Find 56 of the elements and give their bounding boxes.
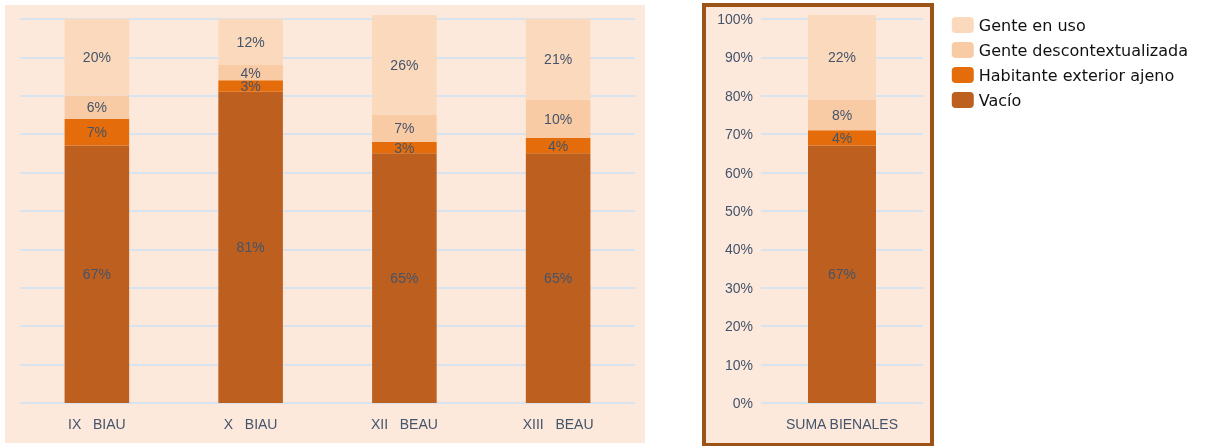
bar bbox=[218, 18, 283, 65]
data-label: 7% bbox=[86, 124, 107, 141]
data-label: 8% bbox=[831, 106, 853, 123]
data-label: 26% bbox=[390, 56, 419, 73]
x-tick-label: XII BEAU bbox=[370, 416, 438, 432]
y-tick-label: 20% bbox=[724, 318, 753, 335]
bar bbox=[64, 118, 130, 146]
bar bbox=[64, 18, 130, 96]
y-tick-label: 30% bbox=[724, 279, 753, 296]
data-label: 81% bbox=[236, 239, 265, 256]
data-label: 22% bbox=[827, 49, 857, 66]
data-label: 21% bbox=[544, 51, 573, 68]
data-label: 6% bbox=[86, 99, 107, 116]
y-tick-label: 80% bbox=[724, 87, 753, 104]
bar bbox=[372, 114, 437, 142]
data-label: 12% bbox=[236, 33, 265, 50]
bar bbox=[64, 145, 130, 403]
bar bbox=[218, 91, 283, 403]
bar bbox=[64, 95, 130, 119]
y-tick-label: 100% bbox=[717, 10, 753, 27]
x-tick-label: X BIAU bbox=[223, 416, 278, 432]
x-tick-label: XIII BEAU bbox=[522, 416, 594, 432]
data-label: 4% bbox=[831, 129, 853, 146]
data-label: 10% bbox=[544, 110, 573, 127]
y-tick-label: 70% bbox=[724, 126, 753, 143]
x-tick-label: IX BIAU bbox=[68, 416, 126, 432]
y-tick-label: 40% bbox=[724, 241, 753, 258]
y-tick-label: 10% bbox=[724, 356, 753, 373]
y-tick-label: 0% bbox=[732, 395, 753, 411]
data-label: 65% bbox=[390, 270, 419, 287]
legend-label: Gente en uso bbox=[978, 15, 1086, 35]
bar bbox=[372, 153, 437, 403]
legend-label: Vacío bbox=[978, 90, 1022, 110]
bar bbox=[525, 153, 591, 403]
data-label: 3% bbox=[240, 78, 261, 95]
data-label: 4% bbox=[240, 64, 261, 81]
data-label: 7% bbox=[394, 120, 415, 137]
data-label: 4% bbox=[548, 137, 569, 154]
y-tick-label: 60% bbox=[724, 164, 753, 181]
bar bbox=[525, 99, 591, 138]
data-label: 65% bbox=[544, 270, 573, 287]
bar bbox=[808, 145, 876, 403]
bar bbox=[525, 18, 591, 100]
data-label: 3% bbox=[394, 139, 415, 156]
x-tick-label: SUMA BIENALES bbox=[785, 416, 899, 432]
bar bbox=[808, 15, 876, 100]
data-label: 67% bbox=[82, 266, 111, 283]
bar bbox=[808, 130, 876, 146]
legend-label: Gente descontextualizada bbox=[978, 40, 1189, 60]
bar bbox=[372, 15, 437, 115]
data-label: 20% bbox=[82, 49, 111, 66]
y-tick-label: 90% bbox=[724, 49, 753, 66]
bar bbox=[808, 99, 876, 131]
y-tick-label: 50% bbox=[724, 202, 753, 219]
legend-label: Habitante exterior ajeno bbox=[978, 65, 1175, 85]
data-label: 67% bbox=[827, 266, 857, 283]
